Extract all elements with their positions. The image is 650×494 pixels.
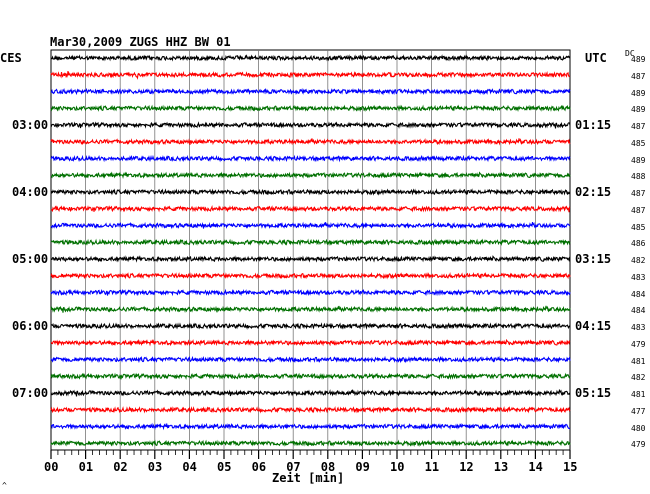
trace-row-20 — [50, 389, 571, 397]
dc-value: 485 — [631, 222, 646, 232]
trace-row-11 — [50, 238, 571, 247]
right-time-label: 03:15 — [575, 252, 612, 266]
trace-row-8 — [50, 188, 571, 196]
trace-group — [50, 54, 571, 448]
dc-value: 484 — [631, 289, 646, 299]
dc-value: 487 — [631, 189, 646, 198]
x-tick-label: 05 — [217, 460, 232, 474]
left-axis-label: CES — [0, 51, 22, 65]
trace-row-14 — [50, 288, 571, 297]
dc-value: 486 — [631, 239, 646, 249]
x-tick-label: 03 — [147, 460, 163, 474]
dc-value: 489 — [631, 88, 646, 98]
trace-row-9 — [50, 205, 571, 213]
right-time-label: 02:15 — [575, 185, 612, 199]
chart-title: Mar30,2009 ZUGS HHZ BW 01 — [50, 35, 231, 49]
x-tick-label: 07 — [286, 460, 301, 474]
dc-value: 481 — [631, 356, 646, 366]
x-tick-label: 15 — [563, 460, 578, 474]
trace-row-6 — [50, 154, 571, 163]
trace-row-15 — [50, 305, 571, 314]
left-time-label: 03:00 — [12, 118, 49, 132]
x-tick-label: 12 — [459, 460, 474, 474]
dc-header: DC — [625, 49, 635, 58]
dc-value: 483 — [631, 272, 646, 282]
dc-value: 489 — [631, 155, 646, 165]
trace-row-19 — [50, 372, 571, 381]
x-tick-label: 14 — [528, 460, 543, 474]
x-tick-label: 09 — [355, 460, 370, 474]
trace-row-16 — [50, 322, 571, 330]
dc-value: 489 — [631, 55, 646, 64]
trace-row-18 — [50, 355, 571, 364]
minute-gridlines — [85, 50, 536, 450]
trace-row-12 — [50, 255, 571, 263]
dc-value: 477 — [631, 406, 646, 416]
trace-row-7 — [50, 171, 571, 180]
dc-value: 483 — [631, 323, 646, 332]
plot-frame — [50, 49, 571, 451]
dc-value: 484 — [631, 306, 646, 316]
right-axis-label: UTC — [585, 51, 607, 65]
left-time-label: 05:00 — [12, 252, 49, 266]
trace-row-22 — [50, 422, 571, 431]
trace-row-13 — [50, 271, 571, 280]
dc-value: 487 — [631, 71, 646, 81]
left-time-label: 07:00 — [12, 386, 49, 400]
x-tick-label: 11 — [424, 460, 440, 474]
x-tick-label: 02 — [113, 460, 128, 474]
right-time-label: 04:15 — [575, 319, 612, 333]
right-time-label: 05:15 — [575, 386, 612, 400]
trace-row-0 — [50, 54, 571, 62]
trace-row-10 — [50, 221, 571, 230]
x-axis-ticks — [50, 450, 571, 459]
footer-mark: ^ — [2, 481, 7, 490]
trace-row-21 — [50, 406, 571, 414]
x-tick-label: 13 — [493, 460, 509, 474]
x-tick-label: 01 — [78, 460, 94, 474]
x-tick-label: 04 — [182, 460, 197, 474]
trace-row-4 — [50, 121, 571, 129]
left-time-label: 04:00 — [12, 185, 49, 199]
left-time-label: 06:00 — [12, 319, 49, 333]
dc-value: 482 — [631, 373, 646, 383]
trace-row-5 — [50, 137, 571, 146]
dc-value: 487 — [631, 122, 646, 131]
x-tick-label: 00 — [44, 460, 59, 474]
dc-value: 485 — [631, 138, 646, 148]
dc-value: 482 — [631, 256, 646, 265]
trace-row-1 — [50, 70, 571, 80]
dc-value: 479 — [631, 440, 646, 450]
x-tick-label: 06 — [251, 460, 267, 474]
right-time-label: 01:15 — [575, 118, 612, 132]
dc-value: 481 — [631, 390, 646, 399]
x-tick-label: 10 — [390, 460, 405, 474]
dc-value: 488 — [631, 172, 646, 182]
trace-row-17 — [50, 338, 571, 347]
trace-row-23 — [50, 439, 571, 448]
dc-value: 489 — [631, 105, 646, 115]
trace-row-2 — [50, 87, 571, 96]
x-tick-label: 08 — [320, 460, 336, 474]
dc-value: 479 — [631, 339, 646, 349]
x-axis-label: Zeit [min] — [272, 471, 345, 485]
trace-row-3 — [50, 104, 571, 113]
dc-value: 480 — [631, 423, 646, 433]
dc-value: 487 — [631, 205, 646, 215]
